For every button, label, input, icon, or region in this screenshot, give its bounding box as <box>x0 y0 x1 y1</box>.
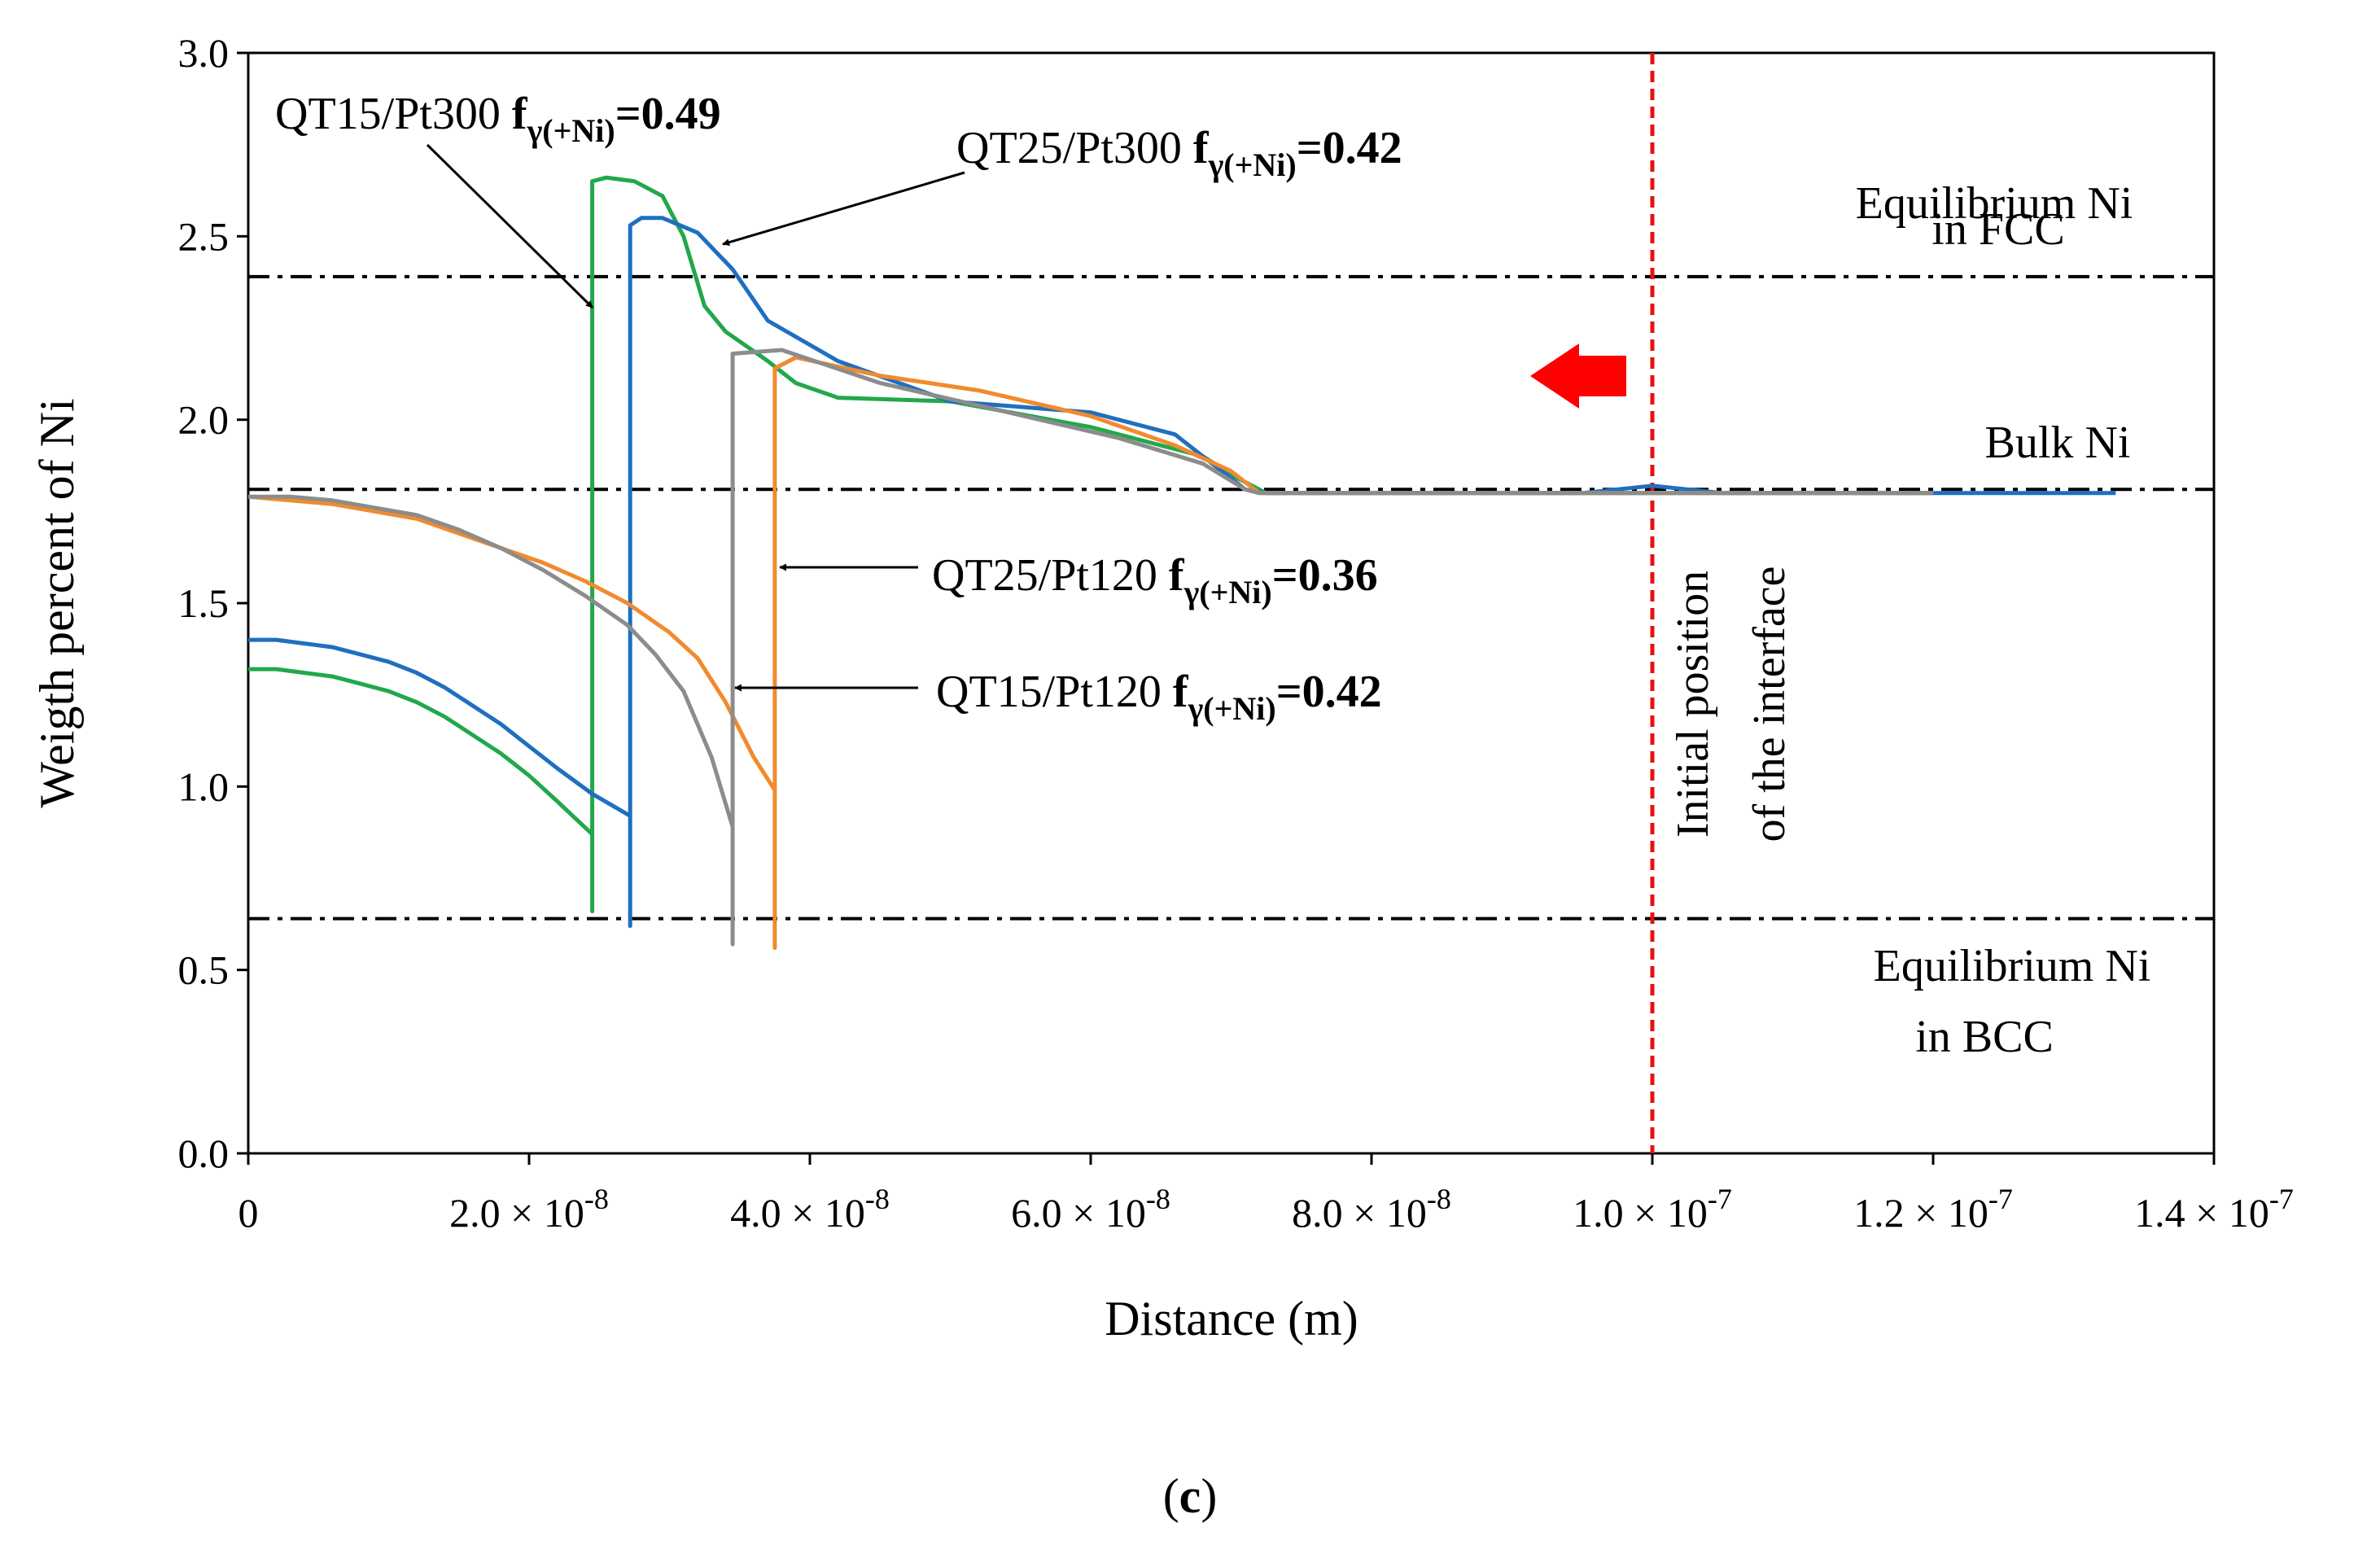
interface-label-line2: of the interface <box>1744 567 1795 842</box>
qt15-pt300-label: QT15/Pt300 fγ(+Ni)=0.49 <box>275 89 721 149</box>
x-tick-label: 1.4 × 10-7 <box>2134 1183 2294 1236</box>
qt15-pt300-label-leader-arrow <box>426 143 594 309</box>
y-tick-label: 0.5 <box>178 947 230 993</box>
x-tick-label: 6.0 × 10-8 <box>1011 1183 1170 1236</box>
reference-lines <box>248 274 2214 921</box>
y-tick-label: 1.0 <box>178 763 230 809</box>
qt15-pt120-label: QT15/Pt120 fγ(+Ni)=0.42 <box>936 667 1382 727</box>
qt25-pt120-label: QT25/Pt120 fγ(+Ni)=0.36 <box>932 550 1378 610</box>
y-axis-title: Weigth percent of Ni <box>30 398 84 807</box>
x-tick-label: 2.0 × 10-8 <box>449 1183 609 1236</box>
y-tick-label: 2.0 <box>178 397 230 443</box>
callouts: QT15/Pt300 fγ(+Ni)=0.49 QT25/Pt300 fγ(+Ni… <box>275 89 1402 727</box>
x-tick-label: 1.2 × 10-7 <box>1853 1183 2013 1236</box>
bcc-label-line2: in BCC <box>1915 1012 2054 1062</box>
y-tick-label: 3.0 <box>178 30 230 76</box>
y-tick-label: 2.5 <box>178 213 230 259</box>
series-line-qt25-pt120 <box>247 355 1933 951</box>
x-tick-label: 1.0 × 10-7 <box>1573 1183 1732 1236</box>
x-tick-label: 0 <box>238 1190 259 1236</box>
series-line-qt15-pt120 <box>248 348 1933 947</box>
panel-label: (c) <box>1163 1469 1218 1523</box>
qt25-pt300-label: QT25/Pt300 fγ(+Ni)=0.42 <box>956 123 1402 183</box>
qt25-pt300-label-leader-arrow <box>722 171 965 247</box>
axes: 0.0 0.5 1.0 1.5 2.0 2.5 3.0 0 2.0 × 10-8 4.0 × 10… <box>178 30 2294 1236</box>
y-tick-label: 1.5 <box>178 580 230 626</box>
interface-label-line1: Initial position <box>1668 571 1718 838</box>
bcc-label-line1: Equilibrium Ni <box>1874 941 2151 991</box>
x-tick-label: 4.0 × 10-8 <box>730 1183 890 1236</box>
x-tick-label: 8.0 × 10-8 <box>1292 1183 1451 1236</box>
series-lines <box>247 175 2116 951</box>
fcc-label-line2: in FCC <box>1932 204 2064 255</box>
y-tick-label: 0.0 <box>178 1131 230 1176</box>
fcc-label-line1: Equilibrium Ni <box>1856 178 2133 229</box>
x-axis-title: Distance (m) <box>1105 1292 1358 1345</box>
migration-arrow <box>1530 343 1626 409</box>
bulk-label: Bulk Ni <box>1985 418 2131 468</box>
